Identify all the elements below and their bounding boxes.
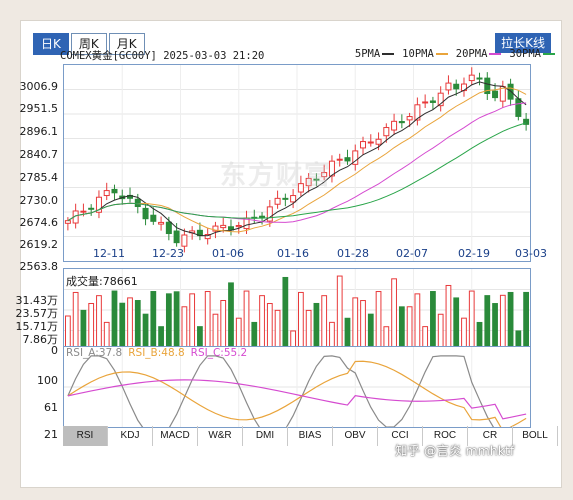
tab-weekly[interactable]: 周K <box>70 33 107 55</box>
date-tick: 01-28 <box>337 247 369 260</box>
price-tick: 2730.0 <box>19 194 59 207</box>
period-tabs: 日K 周K 月K <box>33 33 147 55</box>
indicator-tabs: RSI KDJ MACD W&R DMI BIAS OBV CCI ROC CR BOLL <box>63 426 558 446</box>
rsi-c-label: RSI_C:55.2 <box>190 347 248 359</box>
indicator-tab-kdj[interactable]: KDJ <box>108 426 153 446</box>
date-tick: 12-11 <box>93 247 125 260</box>
price-tick: 2619.2 <box>19 238 59 251</box>
tab-daily[interactable]: 日K <box>33 33 69 55</box>
kline-header: COMEX黄金[GC00Y] 2025-03-03 21:20 <box>60 48 264 63</box>
volume-tick: 15.71万 <box>15 320 59 333</box>
rsi-tick: 21 <box>44 428 58 441</box>
zhihu-watermark: 知乎 @言炎 mmhktf <box>395 443 515 458</box>
rsi-chart <box>64 347 530 433</box>
indicator-tab-boll[interactable]: BOLL <box>513 426 558 446</box>
price-tick: 2674.6 <box>19 216 59 229</box>
indicator-tab-cci[interactable]: CCI <box>378 426 423 446</box>
volume-tick: 31.43万 <box>15 294 59 307</box>
symbol-label: COMEX黄金[GC00Y] <box>60 50 157 62</box>
indicator-tab-bias[interactable]: BIAS <box>288 426 333 446</box>
indicator-tab-macd[interactable]: MACD <box>153 426 198 446</box>
rsi-tick: 100 <box>37 374 58 387</box>
price-tick: 2785.4 <box>19 171 59 184</box>
date-tick: 02-07 <box>396 247 428 260</box>
datetime-label: 2025-03-03 21:20 <box>163 50 265 62</box>
volume-tick: 0 <box>51 344 58 357</box>
rsi-a-label: RSI_A:37.8 <box>66 347 123 359</box>
date-tick: 12-23 <box>152 247 184 260</box>
rsi-legend: RSI_A:37.8 RSI_B:48.8 RSI_C:55.2 <box>66 347 247 359</box>
volume-panel[interactable] <box>63 268 531 352</box>
stretch-kline-button[interactable]: 拉长K线 <box>495 33 551 53</box>
indicator-tab-obv[interactable]: OBV <box>333 426 378 446</box>
volume-value: 78661 <box>102 275 138 288</box>
indicator-tab-cr[interactable]: CR <box>468 426 513 446</box>
candlestick-panel[interactable] <box>63 64 531 262</box>
indicator-tab-wr[interactable]: W&R <box>198 426 243 446</box>
volume-chart <box>64 269 530 352</box>
indicator-tab-rsi[interactable]: RSI <box>63 426 108 446</box>
price-tick: 2896.1 <box>19 125 59 138</box>
volume-title: 成交量:78661 <box>66 275 138 288</box>
date-tick: 01-06 <box>212 247 244 260</box>
price-tick: 2951.5 <box>19 102 59 115</box>
ma5-legend: 5PMA <box>355 48 395 60</box>
candlestick-chart <box>64 65 530 261</box>
ma10-legend: 10PMA <box>402 48 448 60</box>
volume-tick: 23.57万 <box>15 307 59 320</box>
rsi-panel[interactable] <box>63 346 531 433</box>
eastmoney-logo-watermark: 东方财富 <box>220 161 333 191</box>
rsi-b-label: RSI_B:48.8 <box>128 347 185 359</box>
price-tick: 2563.8 <box>19 260 59 273</box>
price-tick: 3006.9 <box>19 80 59 93</box>
ma30-legend: 30PMA <box>509 48 555 60</box>
indicator-tab-roc[interactable]: ROC <box>423 426 468 446</box>
date-tick: 03-03 <box>515 247 547 260</box>
price-tick: 2840.7 <box>19 148 59 161</box>
price-axis: 3006.9 2951.5 2896.1 2840.7 2785.4 2730.… <box>0 0 60 273</box>
ma20-legend: 20PMA <box>456 48 502 60</box>
rsi-tick: 61 <box>44 401 58 414</box>
ma-legend: 5PMA 10PMA 20PMA 30PMA <box>355 48 555 60</box>
date-tick: 01-16 <box>277 247 309 260</box>
date-tick: 02-19 <box>458 247 490 260</box>
volume-tick: 7.86万 <box>22 333 59 346</box>
tab-monthly[interactable]: 月K <box>108 33 145 55</box>
indicator-tab-dmi[interactable]: DMI <box>243 426 288 446</box>
